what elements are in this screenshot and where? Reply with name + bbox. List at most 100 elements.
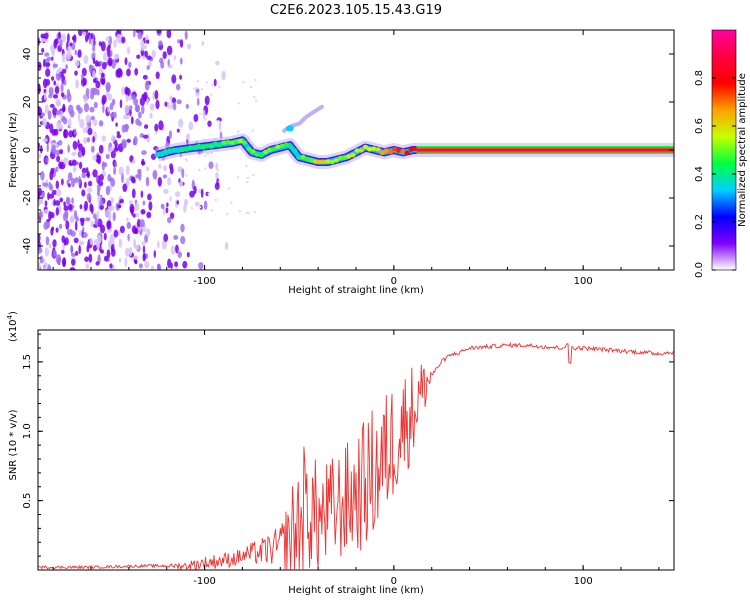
noise-speck [219, 129, 222, 132]
noise-speck [79, 204, 83, 210]
noise-speck [116, 131, 121, 136]
noise-speck [67, 45, 72, 52]
noise-speck [102, 162, 108, 168]
noise-speck [51, 226, 55, 231]
noise-speck [172, 102, 177, 111]
noise-speck [125, 177, 130, 187]
noise-speck [249, 85, 253, 89]
noise-speck [72, 140, 78, 150]
noise-speck [217, 119, 220, 123]
noise-speck [65, 220, 70, 230]
noise-speck [78, 161, 83, 169]
noise-speck [157, 240, 160, 249]
ridge-point [279, 143, 285, 149]
noise-speck [237, 102, 240, 105]
ridge-point [262, 149, 269, 155]
noise-speck [201, 41, 205, 46]
noise-speck [109, 112, 116, 118]
noise-speck [38, 83, 41, 92]
noise-speck [67, 33, 70, 43]
noise-speck [141, 150, 147, 156]
noise-speck [42, 117, 47, 127]
noise-speck [204, 167, 207, 170]
noise-speck [84, 256, 89, 263]
noise-speck [78, 149, 82, 158]
noise-speck [54, 86, 60, 95]
noise-speck [177, 166, 183, 173]
noise-speck [92, 118, 98, 127]
ridge-point [158, 152, 164, 157]
noise-speck [92, 87, 98, 96]
noise-speck [86, 170, 90, 179]
noise-speck [60, 82, 64, 93]
noise-speck [39, 210, 44, 219]
noise-speck [204, 95, 210, 106]
chart-title: C2E6.2023.105.15.43.G19 [270, 3, 442, 18]
noise-speck [71, 177, 76, 188]
ridge-point [283, 142, 289, 147]
noise-speck [175, 266, 179, 270]
noise-speck [237, 130, 240, 133]
noise-speck [186, 43, 192, 50]
noise-speck [199, 206, 202, 209]
noise-speck [71, 42, 76, 51]
noise-speck [98, 180, 104, 187]
noise-speck [118, 258, 122, 263]
noise-speck [55, 207, 59, 216]
noise-speck [137, 31, 143, 40]
noise-speck [92, 244, 97, 252]
noise-speck [84, 200, 89, 211]
noise-speck [149, 103, 155, 111]
noise-speck [149, 112, 153, 119]
noise-speck [45, 236, 50, 246]
noise-speck [78, 244, 81, 255]
noise-speck [176, 128, 180, 133]
noise-speck [139, 97, 146, 106]
noise-speck [121, 36, 126, 44]
noise-speck [60, 92, 65, 98]
noise-speck [77, 112, 81, 122]
noise-speck [152, 91, 155, 101]
ridge-point [312, 159, 319, 164]
noise-speck [92, 57, 96, 64]
noise-speck [189, 190, 195, 198]
noise-speck [88, 253, 93, 263]
noise-speck [107, 44, 111, 49]
noise-speck [95, 176, 99, 181]
noise-speck [49, 123, 54, 134]
ridge-point [188, 145, 194, 150]
noise-speck [63, 157, 69, 165]
noise-speck [113, 54, 119, 59]
ridge-point [242, 140, 248, 145]
noise-speck [38, 153, 42, 159]
noise-speck [147, 193, 152, 201]
noise-speck [43, 58, 46, 68]
ridge-point [362, 144, 369, 150]
noise-speck [105, 92, 109, 97]
noise-speck [72, 165, 77, 173]
noise-speck [206, 152, 210, 156]
noise-speck [103, 255, 109, 262]
noise-speck [38, 200, 41, 207]
noise-speck [227, 187, 231, 190]
noise-speck [42, 137, 48, 143]
noise-speck [55, 149, 61, 156]
noise-speck [41, 48, 45, 53]
ridge-point [342, 155, 348, 160]
noise-speck [171, 74, 177, 84]
noise-speck [171, 97, 177, 104]
noise-speck [158, 120, 164, 131]
noise-speck [95, 154, 101, 163]
noise-speck [49, 103, 55, 108]
noise-speck [193, 114, 199, 122]
noise-speck [198, 168, 201, 172]
noise-speck [140, 190, 144, 198]
noise-speck [155, 99, 160, 110]
noise-speck [200, 88, 204, 91]
noise-speck [77, 107, 83, 114]
noise-speck [55, 110, 61, 116]
noise-speck [59, 149, 64, 155]
ridge-point [167, 148, 173, 153]
noise-speck [73, 128, 77, 136]
noise-speck [67, 172, 73, 182]
